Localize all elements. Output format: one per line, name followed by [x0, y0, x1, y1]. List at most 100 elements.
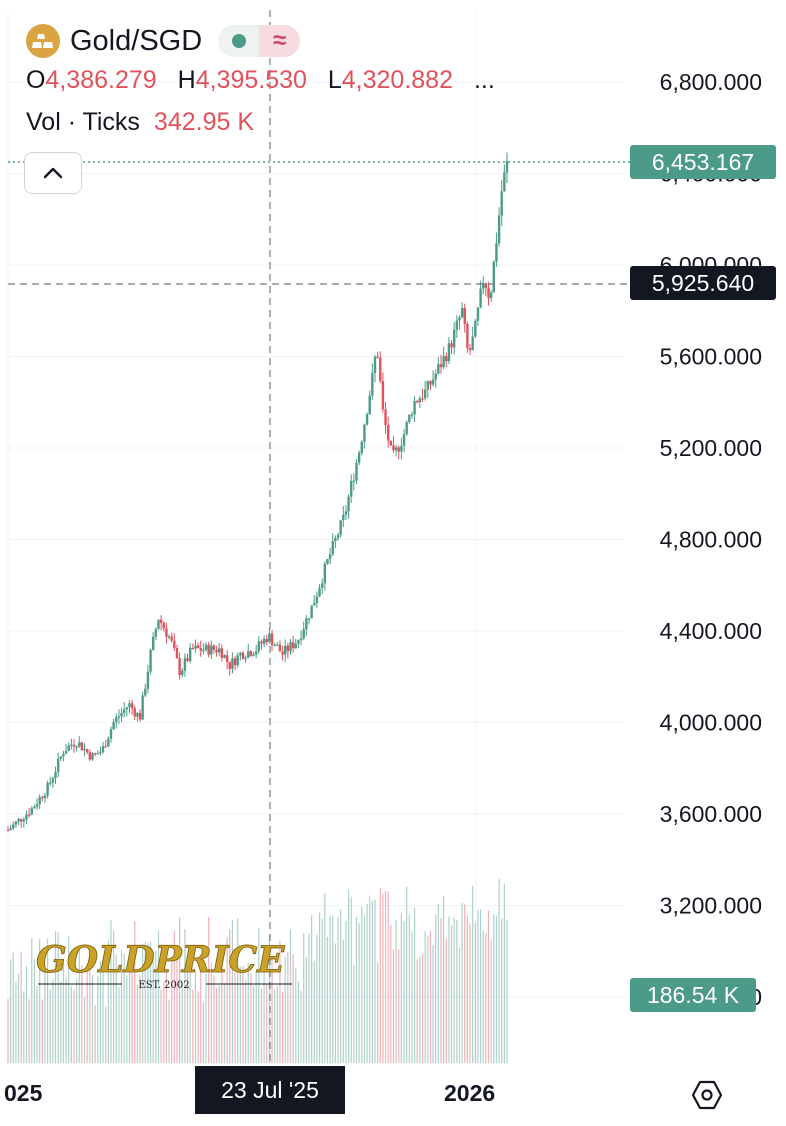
volume-bar [152, 953, 154, 1063]
volume-bar [171, 961, 173, 1063]
volume-bar [189, 945, 191, 1063]
more-menu[interactable]: ... [473, 66, 495, 94]
candle-body [41, 797, 44, 799]
volume-bar [81, 965, 83, 1063]
volume-bar [487, 910, 490, 1063]
candle-body [20, 818, 23, 822]
candle-body [284, 645, 287, 655]
y-tick-label: 5,200.000 [660, 435, 762, 461]
symbol-title[interactable]: Gold/SGD [70, 24, 203, 57]
volume-bar [86, 970, 88, 1063]
candle-body [64, 750, 68, 754]
volume-bar [369, 896, 371, 1063]
candle-body [17, 818, 20, 822]
candle-body [35, 804, 39, 807]
candle-body [315, 596, 319, 604]
candle-body [165, 628, 168, 637]
volume-bar [263, 948, 265, 1063]
candle-body [344, 511, 348, 515]
candle-body [152, 636, 155, 650]
candle-body [56, 758, 60, 772]
volume-bar [279, 940, 281, 1063]
volume-bar [313, 960, 315, 1063]
volume-bar [287, 951, 289, 1063]
candle-body [46, 782, 49, 796]
volume-bar [318, 912, 321, 1063]
settings-hexagon-icon [691, 1080, 723, 1110]
candle-body [437, 364, 440, 374]
candle-body [439, 364, 443, 368]
candle-body [418, 398, 422, 403]
candle-body [223, 655, 226, 658]
volume-bar [453, 917, 455, 1063]
candle-body [207, 644, 210, 655]
status-dot-icon [231, 34, 246, 48]
volume-bar [160, 989, 162, 1063]
volume-bar [461, 902, 463, 1063]
volume-bar [78, 950, 80, 1063]
candle-body [482, 283, 485, 289]
candle-body [51, 778, 55, 783]
candle-body [249, 651, 253, 656]
candle-body [247, 651, 250, 658]
volume-bar [192, 989, 194, 1063]
volume-bar [363, 915, 366, 1063]
volume-bar [234, 972, 236, 1063]
volume-bar [110, 920, 112, 1063]
candle-body [313, 603, 316, 606]
candle-body [455, 320, 459, 330]
goldprice-watermark: GOLDPRICE EST. 2002 [34, 938, 302, 991]
volume-bar [73, 989, 75, 1063]
candle-body [120, 712, 123, 717]
candle-body [138, 713, 142, 720]
volume-bar [427, 936, 429, 1063]
candle-body [231, 658, 234, 670]
volume-bar [490, 940, 492, 1063]
candle-body [125, 707, 129, 710]
candle-body [75, 746, 78, 748]
volume-bar [274, 989, 276, 1063]
candle-body [384, 409, 387, 426]
candle-body [479, 288, 482, 308]
volume-bar [355, 916, 358, 1063]
volume-bar [97, 975, 99, 1063]
volume-bar [62, 962, 65, 1063]
volume-bar [358, 923, 360, 1063]
volume-bar [65, 977, 67, 1063]
status-pill[interactable]: ≈ [218, 25, 301, 57]
collapse-legend-button[interactable] [24, 152, 82, 194]
candle-body [130, 703, 134, 709]
volume-bar [292, 954, 294, 1063]
volume-bar [107, 940, 109, 1063]
candle-body [305, 618, 308, 630]
volume-bar [435, 914, 437, 1063]
candle-body [170, 636, 173, 641]
chevron-up-icon [43, 167, 63, 179]
candle-body [500, 191, 503, 216]
volume-bar [245, 980, 247, 1063]
volume-bar [250, 973, 252, 1063]
candle-body [188, 647, 192, 661]
candle-body [328, 554, 332, 560]
volume-bar [200, 955, 202, 1063]
candle-body [302, 629, 305, 639]
volume-bar [311, 915, 313, 1063]
volume-bar [20, 951, 22, 1063]
candle-body [239, 652, 242, 656]
candle-body [357, 452, 361, 463]
candle-body [12, 824, 15, 829]
volume-bar [469, 923, 471, 1063]
chart-settings-button[interactable] [690, 1078, 724, 1112]
candle-body [38, 797, 41, 805]
volume-bar [205, 973, 207, 1063]
candle-body [426, 381, 429, 390]
volume-bar [305, 956, 307, 1063]
volume-bar [284, 956, 286, 1063]
candle-body [360, 441, 363, 453]
candle-body [27, 814, 31, 816]
volume-bar [49, 989, 51, 1063]
volume-bar [308, 933, 310, 1063]
candle-body [392, 445, 395, 451]
volume-bar [255, 970, 257, 1063]
volume-bar [142, 943, 144, 1063]
